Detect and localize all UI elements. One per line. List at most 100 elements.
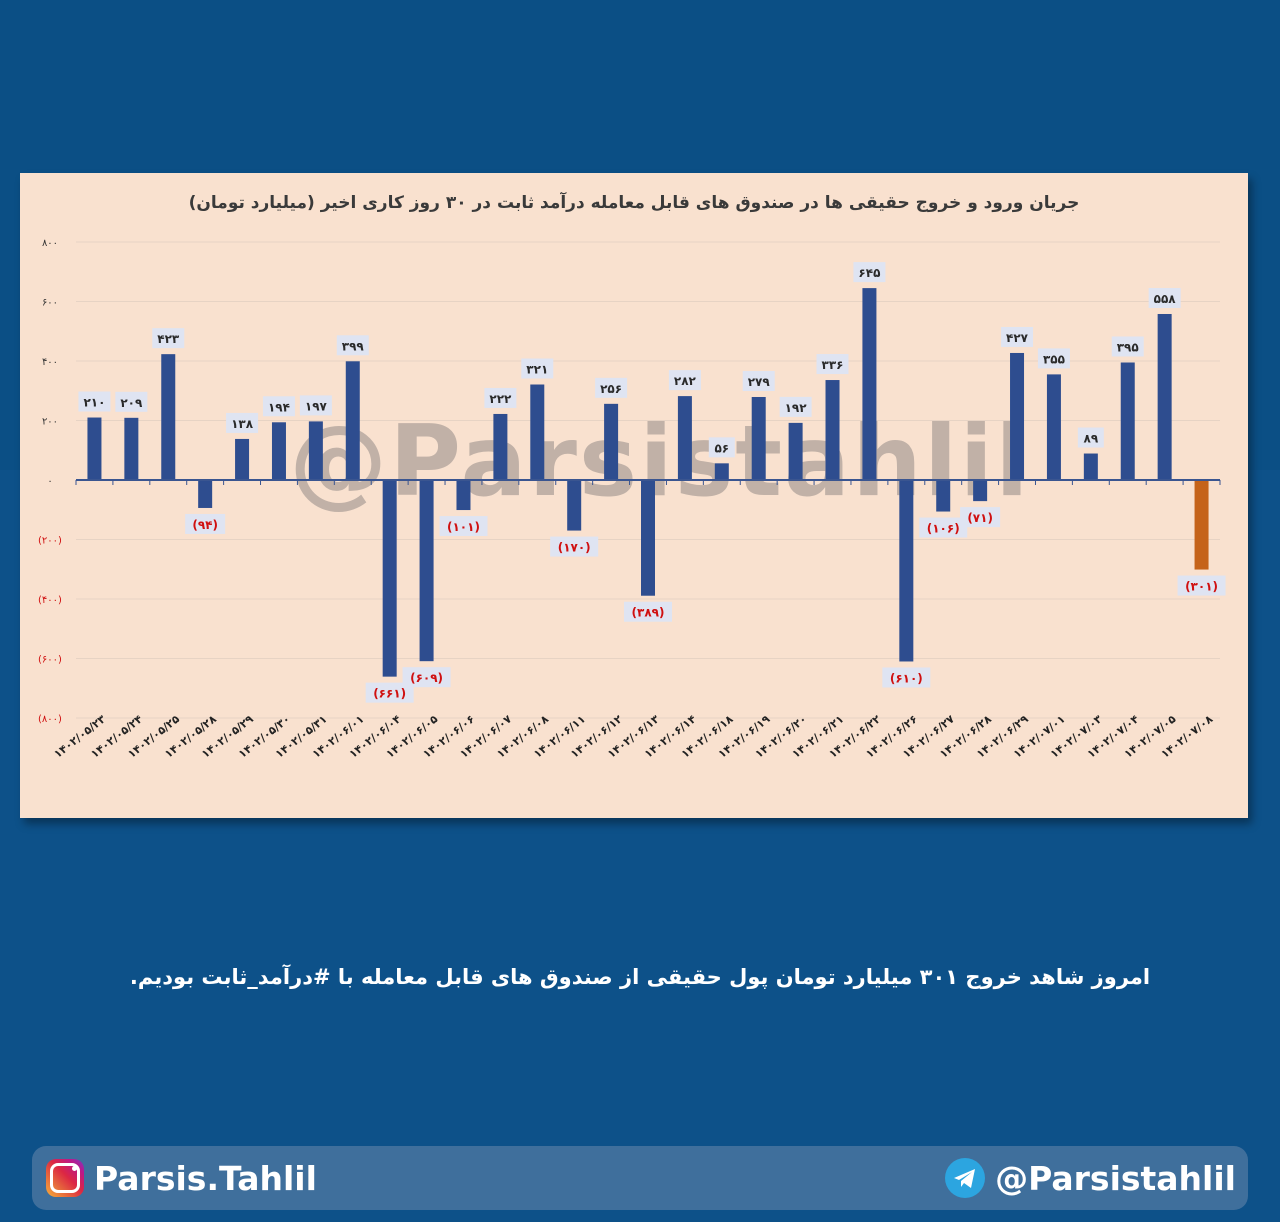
data-label: (۱۰۶) xyxy=(927,522,960,536)
data-label: ۲۷۹ xyxy=(748,375,771,389)
instagram-icon xyxy=(46,1159,84,1197)
data-label: ۸۹ xyxy=(1084,432,1099,446)
bar xyxy=(456,480,471,511)
data-label: ۱۹۷ xyxy=(305,399,328,413)
y-tick-label: ۴۰۰ xyxy=(42,357,58,368)
data-label-box xyxy=(550,536,599,557)
chart-title: جریان ورود و خروج حقیقی ها در صندوق های … xyxy=(188,193,1080,213)
data-label-box xyxy=(1148,287,1181,308)
y-tick-label: ۰ xyxy=(47,476,52,487)
data-label: ۲۸۲ xyxy=(674,374,697,388)
data-label-box xyxy=(882,667,931,688)
y-tick-label: ۸۰۰ xyxy=(42,238,58,249)
bar xyxy=(382,480,397,677)
bar xyxy=(345,361,360,480)
data-label-box xyxy=(484,387,517,408)
data-label: (۶۶۱) xyxy=(373,687,406,701)
bar xyxy=(936,480,951,512)
data-label: (۶۱۰) xyxy=(890,671,923,685)
bar xyxy=(308,421,323,480)
data-label-box xyxy=(115,391,148,412)
data-label-box xyxy=(521,358,554,379)
data-label: ۲۲۲ xyxy=(489,392,512,406)
y-tick-label: (۶۰۰) xyxy=(38,655,62,666)
data-label: (۶۰۹) xyxy=(410,671,443,685)
bar xyxy=(87,417,102,480)
instagram-link[interactable]: Parsis.Tahlil xyxy=(46,1156,317,1200)
bar xyxy=(714,463,729,480)
bar xyxy=(825,380,840,480)
data-label-box xyxy=(78,391,111,412)
y-tick-label: (۸۰۰) xyxy=(38,714,62,725)
y-tick-label: (۲۰۰) xyxy=(38,536,62,547)
bar xyxy=(641,480,655,596)
data-label-box xyxy=(1177,575,1226,596)
telegram-link[interactable]: @Parsistahlil xyxy=(945,1156,1236,1200)
bar xyxy=(161,354,176,480)
instagram-handle: Parsis.Tahlil xyxy=(94,1158,317,1198)
data-label: (۳۰۱) xyxy=(1185,580,1218,594)
data-label: ۳۹۹ xyxy=(342,339,365,353)
bar xyxy=(1120,362,1135,480)
data-label: ۵۵۸ xyxy=(1154,292,1177,306)
bar xyxy=(493,413,508,480)
bar xyxy=(899,480,914,662)
bar xyxy=(419,480,434,662)
y-tick-label: ۶۰۰ xyxy=(42,298,58,309)
telegram-handle: @Parsistahlil xyxy=(995,1158,1236,1198)
data-label: (۱۰۱) xyxy=(447,520,480,534)
y-tick-label: ۲۰۰ xyxy=(42,417,58,428)
data-label: ۵۶ xyxy=(714,441,729,455)
bar xyxy=(124,417,139,480)
data-label-box xyxy=(185,513,226,534)
data-label: ۳۹۵ xyxy=(1117,340,1139,354)
data-label-box xyxy=(262,396,295,417)
bar xyxy=(271,422,286,480)
data-label-box xyxy=(595,377,628,398)
data-label-box xyxy=(1001,326,1034,347)
data-label-box xyxy=(816,354,849,375)
bar xyxy=(677,396,692,480)
bar xyxy=(198,480,213,508)
data-label: ۳۳۶ xyxy=(822,358,844,372)
bar xyxy=(1083,453,1098,480)
data-label: ۳۵۵ xyxy=(1043,352,1065,366)
bar xyxy=(862,288,877,480)
data-label: (۱۷۰) xyxy=(558,541,591,555)
data-label-box xyxy=(152,328,185,349)
bar xyxy=(1194,480,1209,570)
footer-bar: Parsis.Tahlil @Parsistahlil xyxy=(32,1146,1248,1210)
data-label-box xyxy=(624,601,672,622)
data-label-box xyxy=(668,370,701,391)
bar xyxy=(604,403,619,480)
data-label: ۲۱۰ xyxy=(83,396,105,410)
bar xyxy=(235,438,250,480)
data-label-box xyxy=(1111,336,1144,357)
data-label-box xyxy=(226,412,259,433)
bar xyxy=(567,480,582,531)
data-label-box xyxy=(708,437,735,458)
bar xyxy=(751,396,766,480)
data-label-box xyxy=(1077,427,1104,448)
bar xyxy=(530,384,545,480)
data-label-box xyxy=(365,682,414,703)
y-tick-label: (۴۰۰) xyxy=(38,595,62,606)
data-label-box xyxy=(742,370,775,391)
data-label-box xyxy=(919,517,968,538)
data-label: ۲۰۹ xyxy=(120,396,143,410)
data-label-box xyxy=(779,396,812,417)
data-label-box xyxy=(336,335,369,356)
data-label-box xyxy=(960,507,1001,528)
data-label: ۳۲۱ xyxy=(526,363,548,377)
telegram-icon xyxy=(945,1158,986,1198)
bar xyxy=(1046,374,1061,480)
data-label-box xyxy=(402,667,451,688)
data-label: ۱۹۴ xyxy=(268,400,290,414)
data-label-box xyxy=(1037,348,1070,369)
data-label: (۳۸۹) xyxy=(632,606,665,620)
data-label: (۹۴) xyxy=(192,518,218,532)
data-label: ۶۴۵ xyxy=(858,266,880,280)
data-label: (۷۱) xyxy=(967,511,993,525)
bar-chart: ۸۰۰۶۰۰۴۰۰۲۰۰۰(۲۰۰)(۴۰۰)(۶۰۰)(۸۰۰)۲۱۰۱۴۰۲… xyxy=(38,238,1226,761)
data-label-box xyxy=(439,516,488,537)
